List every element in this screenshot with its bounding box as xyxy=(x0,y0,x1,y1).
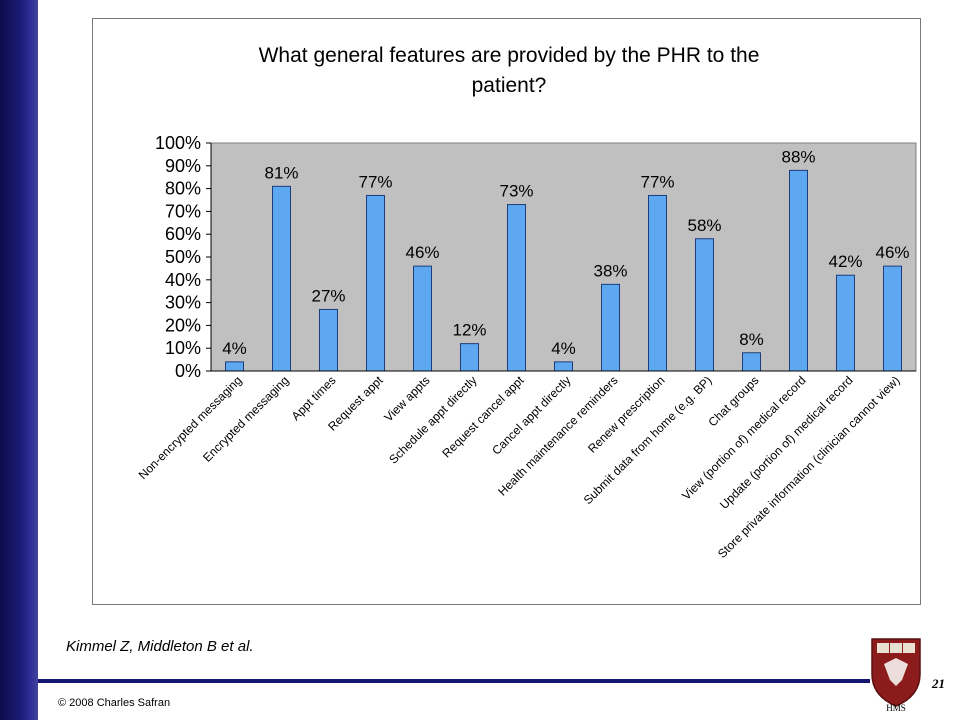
y-tick-label: 30% xyxy=(165,293,201,313)
bar xyxy=(789,169,808,372)
data-label: 77% xyxy=(640,172,674,191)
bar xyxy=(460,343,479,372)
bar xyxy=(225,361,244,372)
data-label: 12% xyxy=(452,321,486,340)
y-tick-label: 90% xyxy=(165,156,201,176)
bar xyxy=(554,361,573,372)
bar-chart: What general features are provided by th… xyxy=(136,44,917,561)
data-label: 27% xyxy=(311,286,345,305)
x-tick-label: Request cancel appt xyxy=(439,373,527,461)
y-tick-label: 70% xyxy=(165,201,201,221)
data-label: 4% xyxy=(222,339,247,358)
x-tick-label: Schedule appt directly xyxy=(386,373,479,466)
citation: Kimmel Z, Middleton B et al. xyxy=(66,638,254,655)
bar xyxy=(601,283,620,372)
y-tick-label: 20% xyxy=(165,315,201,335)
data-label: 46% xyxy=(405,243,439,262)
bar xyxy=(836,274,855,372)
bar xyxy=(648,194,667,372)
chart-title: patient? xyxy=(472,74,547,97)
y-tick-label: 100% xyxy=(155,133,201,153)
data-label: 81% xyxy=(264,163,298,182)
chart-title: What general features are provided by th… xyxy=(259,44,760,67)
y-tick-label: 80% xyxy=(165,179,201,199)
y-tick-label: 10% xyxy=(165,338,201,358)
y-tick-label: 40% xyxy=(165,270,201,290)
data-label: 77% xyxy=(358,172,392,191)
data-label: 46% xyxy=(875,243,909,262)
data-label: 42% xyxy=(828,252,862,271)
chart-container: What general features are provided by th… xyxy=(92,18,921,605)
bar xyxy=(366,194,385,372)
data-label: 38% xyxy=(593,261,627,280)
data-label: 4% xyxy=(551,339,576,358)
y-tick-label: 50% xyxy=(165,247,201,267)
y-tick-label: 60% xyxy=(165,224,201,244)
data-label: 8% xyxy=(739,330,764,349)
logo-text: HMS xyxy=(886,703,906,712)
bar xyxy=(319,308,338,372)
footer-divider xyxy=(38,679,870,683)
data-label: 88% xyxy=(781,147,815,166)
plot-area xyxy=(210,142,917,372)
data-label: 58% xyxy=(687,216,721,235)
bar xyxy=(413,265,432,372)
page-number: 21 xyxy=(932,676,945,691)
left-accent-bar xyxy=(0,0,38,720)
bar xyxy=(742,352,761,372)
copyright-text: © 2008 Charles Safran xyxy=(58,697,171,709)
y-tick-label: 0% xyxy=(175,361,201,381)
bar xyxy=(883,265,902,372)
data-label: 73% xyxy=(499,182,533,201)
x-tick-label: Encrypted messaging xyxy=(200,373,292,465)
x-tick-label: Appt times xyxy=(289,373,339,423)
hms-shield-logo: HMS xyxy=(871,638,921,712)
bar xyxy=(272,185,291,372)
bar xyxy=(695,238,714,372)
bar xyxy=(507,204,526,372)
x-tick-label: Cancel appt directly xyxy=(489,373,573,457)
